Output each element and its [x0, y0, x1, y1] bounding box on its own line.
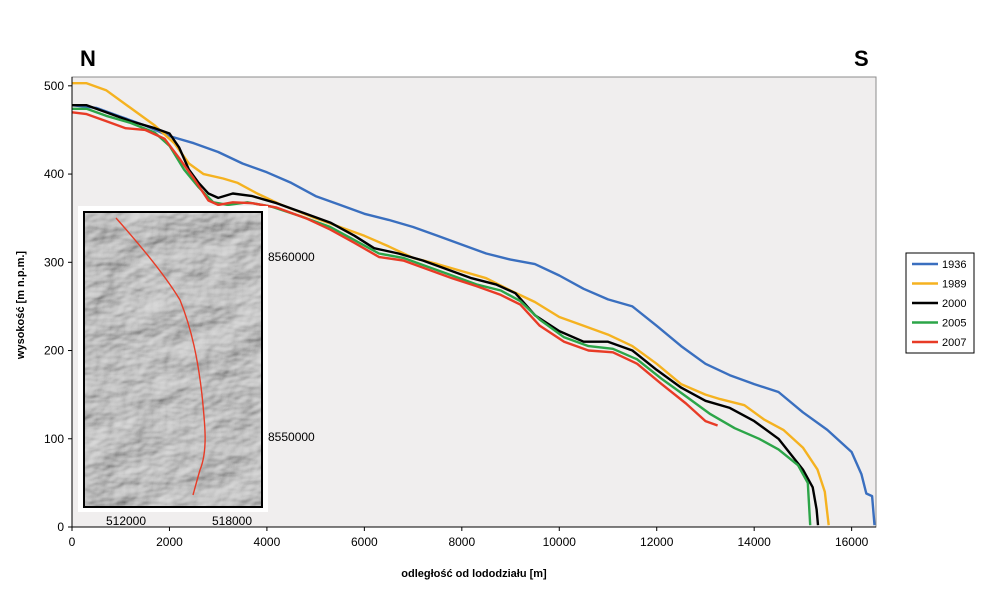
x-tick-label: 8000	[448, 535, 475, 549]
legend: 1936 1989 2000 2005 2007	[905, 252, 975, 354]
x-axis: 0 2000 4000 6000 8000 10000 12000 14000 16000	[69, 527, 869, 549]
x-tick-label: 6000	[351, 535, 378, 549]
y-tick-label: 500	[44, 79, 64, 93]
y-tick-label: 0	[57, 520, 64, 534]
series-line-2007	[72, 111, 719, 427]
south-label: S	[854, 46, 869, 71]
legend-label-2007: 2007	[942, 337, 966, 349]
inset-relief-image	[84, 212, 262, 507]
legend-label-2005: 2005	[942, 318, 966, 330]
y-tick-label: 200	[44, 344, 64, 358]
x-tick-label: 4000	[254, 535, 281, 549]
inset-x-tick: 512000	[106, 514, 146, 528]
y-axis: 0 100 200 300 400 500	[44, 79, 72, 534]
y-axis-title: wysokość [m n.p.m.]	[15, 251, 27, 361]
x-tick-label: 10000	[543, 535, 577, 549]
legend-label-2000: 2000	[942, 298, 966, 310]
series-line-2005	[72, 107, 812, 526]
legend-label-1936: 1936	[942, 259, 966, 271]
inset-map: 8560000 8550000 512000 518000	[78, 206, 315, 528]
series-line-1936	[72, 104, 876, 526]
inset-y-tick: 8560000	[268, 250, 315, 264]
inset-x-tick: 518000	[212, 514, 252, 528]
x-tick-label: 12000	[640, 535, 674, 549]
series-line-1989	[72, 81, 830, 526]
series-line-2000	[72, 103, 820, 526]
inset-route-line	[115, 217, 206, 496]
y-tick-label: 100	[44, 432, 64, 446]
y-tick-label: 300	[44, 255, 64, 269]
inset-y-tick: 8550000	[268, 430, 315, 444]
x-tick-label: 2000	[156, 535, 183, 549]
x-axis-title: odległość od lododziału [m]	[401, 568, 547, 580]
y-tick-label: 400	[44, 167, 64, 181]
x-tick-label: 14000	[737, 535, 771, 549]
x-tick-label: 0	[69, 535, 76, 549]
legend-label-1989: 1989	[942, 279, 966, 291]
series-lines	[72, 81, 876, 526]
north-label: N	[80, 46, 96, 71]
x-tick-label: 16000	[835, 535, 869, 549]
